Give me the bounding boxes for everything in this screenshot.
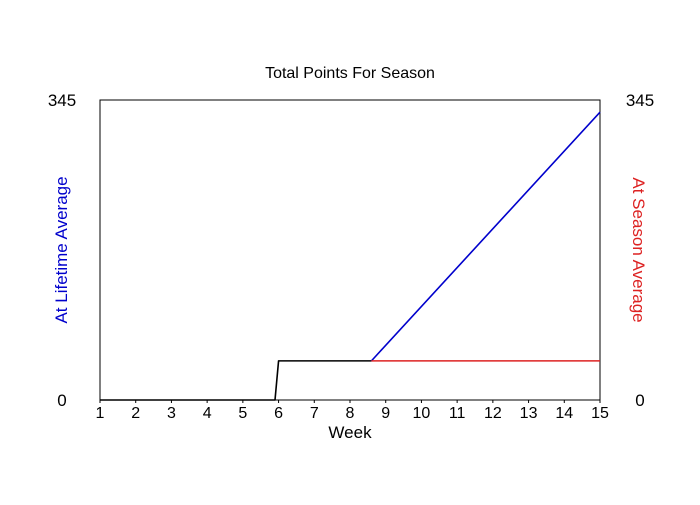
x-tick-label: 15	[591, 405, 609, 422]
x-axis-label: Week	[328, 423, 372, 442]
x-tick-label: 10	[413, 405, 431, 422]
x-tick-label: 13	[520, 405, 538, 422]
x-tick-label: 12	[484, 405, 502, 422]
x-tick-label: 8	[346, 405, 355, 422]
series-line-2	[370, 111, 601, 362]
x-tick-label: 4	[203, 405, 212, 422]
chart-title: Total Points For Season	[265, 65, 435, 82]
left-y-axis-label: At Lifetime Average	[52, 176, 71, 323]
x-tick-label: 2	[131, 405, 140, 422]
x-tick-label: 1	[96, 405, 105, 422]
left-y-tick-label: 0	[57, 391, 66, 410]
x-tick-label: 9	[381, 405, 390, 422]
x-tick-label: 3	[167, 405, 176, 422]
x-tick-label: 7	[310, 405, 319, 422]
x-tick-label: 14	[555, 405, 573, 422]
right-y-axis-label: At Season Average	[629, 177, 648, 322]
right-y-tick-label: 345	[626, 91, 654, 110]
plot-frame	[99, 99, 601, 401]
right-y-tick-label: 0	[635, 391, 644, 410]
x-tick-label: 11	[449, 405, 466, 422]
x-tick-label: 6	[274, 405, 283, 422]
left-y-tick-label: 345	[48, 91, 76, 110]
series-line-1	[100, 360, 372, 401]
x-tick-label: 5	[238, 405, 247, 422]
